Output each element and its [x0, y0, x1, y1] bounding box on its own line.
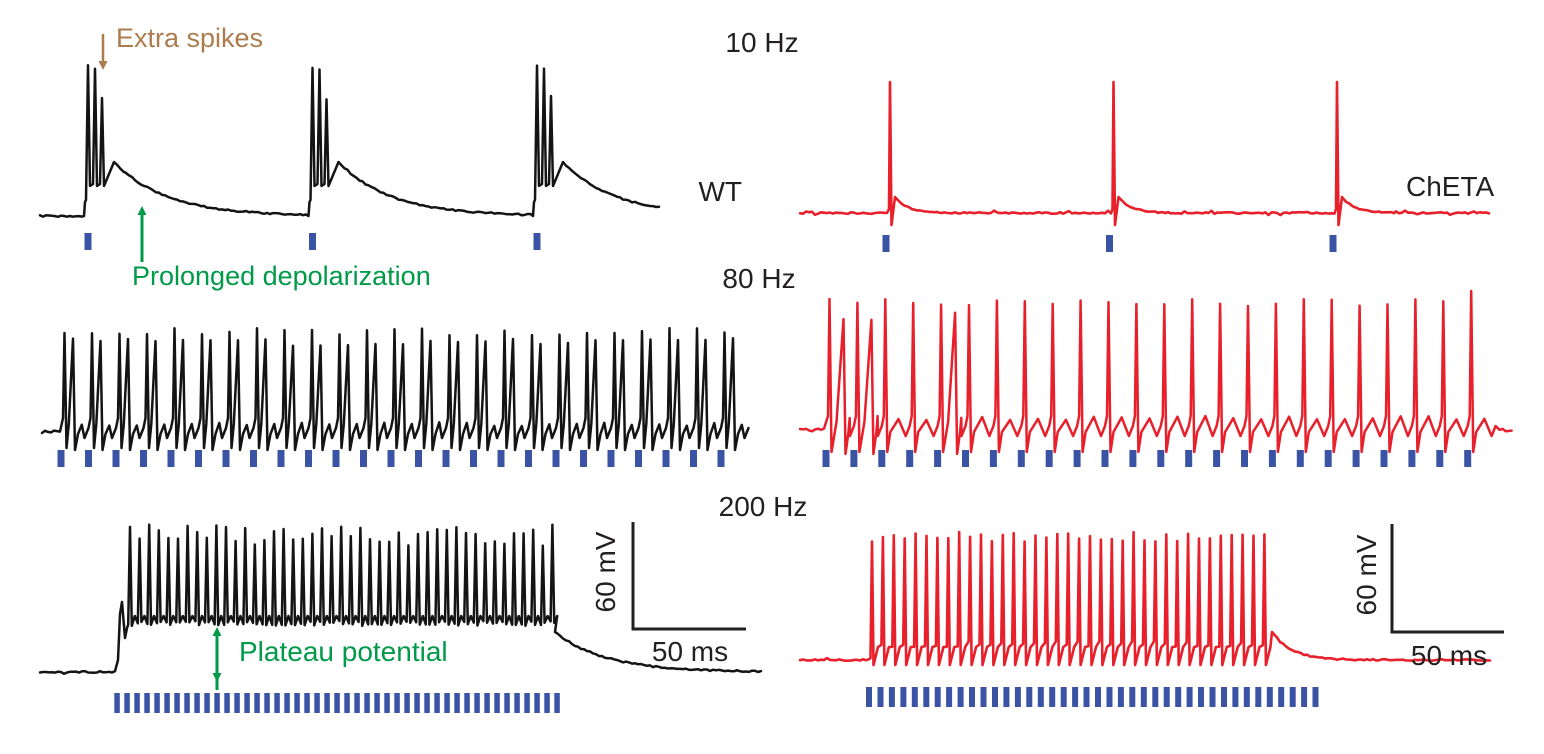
scalebar-ms-label-wt: 50 ms — [651, 636, 729, 667]
scalebar-mv-label-cheta: 60 mV — [1351, 534, 1382, 616]
plateau-potential-annotation: Plateau potential — [239, 636, 448, 667]
wt-trace-label: WT — [698, 176, 742, 207]
scalebar-mv-label-wt: 60 mV — [590, 531, 621, 613]
freq-label-200hz: 200 Hz — [718, 491, 808, 522]
prolonged-depolarization-annotation: Prolonged depolarization — [132, 261, 431, 291]
extra-spikes-annotation: Extra spikes — [116, 23, 264, 53]
freq-label-80hz: 80 Hz — [722, 263, 796, 294]
cheta-trace-label: ChETA — [1406, 171, 1495, 202]
scalebar-ms-label-cheta: 50 ms — [1410, 640, 1488, 671]
freq-label-10hz: 10 Hz — [725, 27, 799, 58]
